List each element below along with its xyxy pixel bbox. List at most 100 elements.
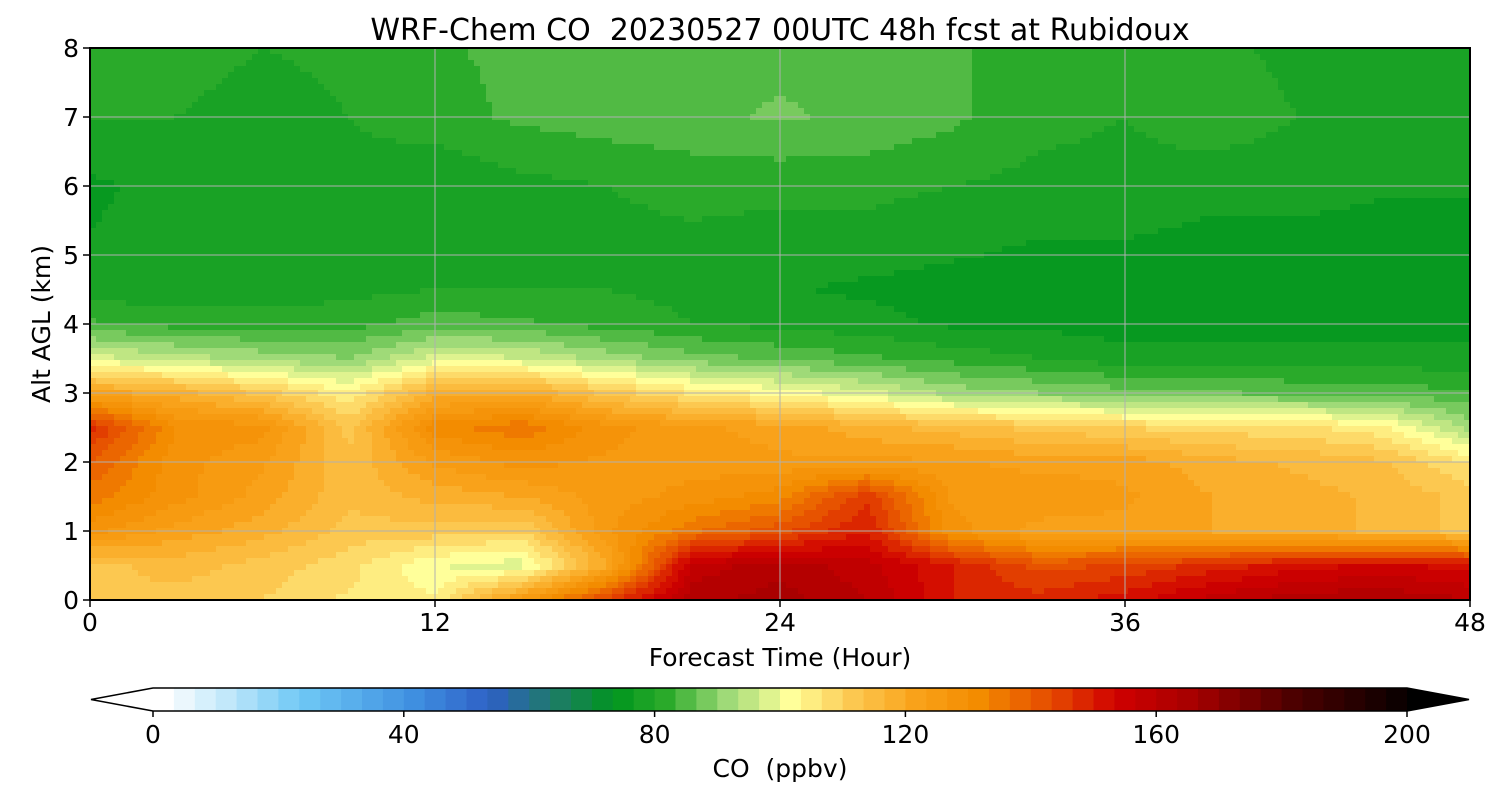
contour-cell (348, 144, 355, 151)
contour-cell (1266, 84, 1273, 91)
contour-cell (168, 108, 175, 115)
contour-cell (1224, 162, 1231, 169)
contour-cell (1176, 144, 1183, 151)
contour-cell (1200, 66, 1207, 73)
contour-cell (1260, 90, 1267, 97)
contour-cell (138, 84, 145, 91)
contour-cell (1236, 84, 1243, 91)
contour-cell (582, 156, 589, 163)
contour-cell (672, 168, 679, 175)
contour-cell (354, 90, 361, 97)
contour-cell (660, 168, 667, 175)
contour-cell (696, 66, 703, 73)
contour-cell (792, 72, 799, 79)
contour-cell (270, 66, 277, 73)
contour-cell (1062, 90, 1069, 97)
contour-cell (1110, 84, 1117, 91)
contour-cell (540, 168, 547, 175)
contour-cell (1008, 162, 1015, 169)
contour-cell (618, 48, 625, 55)
contour-cell (264, 90, 271, 97)
contour-cell (1050, 90, 1057, 97)
contour-cell (1056, 126, 1063, 133)
contour-cell (1440, 168, 1447, 175)
contour-cell (258, 48, 265, 55)
contour-cell (246, 78, 253, 85)
contour-cell (1368, 144, 1375, 151)
contour-cell (228, 84, 235, 91)
contour-cell (942, 54, 949, 61)
contour-cell (222, 126, 229, 133)
contour-cell (918, 48, 925, 55)
contour-cell (1068, 66, 1075, 73)
contour-cell (600, 150, 607, 157)
contour-cell (930, 96, 937, 103)
contour-cell (924, 174, 931, 181)
contour-cell (102, 144, 109, 151)
contour-cell (126, 156, 133, 163)
contour-cell (408, 48, 415, 55)
contour-cell (348, 90, 355, 97)
contour-cell (1302, 126, 1309, 133)
contour-cell (1350, 132, 1357, 139)
contour-cell (240, 48, 247, 55)
contour-cell (1050, 162, 1057, 169)
contour-cell (732, 72, 739, 79)
contour-cell (390, 96, 397, 103)
contour-cell (594, 132, 601, 139)
contour-cell (774, 168, 781, 175)
contour-cell (678, 108, 685, 115)
contour-cell (690, 108, 697, 115)
contour-cell (1314, 102, 1321, 109)
contour-cell (90, 156, 97, 163)
contour-cell (246, 54, 253, 61)
contour-cell (1086, 126, 1093, 133)
contour-cell (1332, 108, 1339, 115)
contour-cell (678, 132, 685, 139)
contour-cell (354, 60, 361, 67)
contour-cell (1074, 102, 1081, 109)
contour-cell (858, 132, 865, 139)
contour-cell (678, 66, 685, 73)
contour-cell (492, 66, 499, 73)
contour-cell (528, 54, 535, 61)
contour-cell (1278, 168, 1285, 175)
contour-cell (1104, 156, 1111, 163)
contour-cell (228, 96, 235, 103)
contour-cell (972, 102, 979, 109)
contour-cell (774, 150, 781, 157)
contour-cell (324, 150, 331, 157)
contour-cell (1092, 78, 1099, 85)
contour-cell (654, 48, 661, 55)
contour-cell (600, 96, 607, 103)
contour-cell (1206, 66, 1213, 73)
contour-cell (1116, 126, 1123, 133)
contour-cell (108, 144, 115, 151)
contour-cell (204, 102, 211, 109)
contour-cell (672, 96, 679, 103)
contour-cell (720, 78, 727, 85)
contour-cell (726, 162, 733, 169)
contour-cell (1230, 48, 1237, 55)
contour-cell (1128, 84, 1135, 91)
contour-cell (576, 138, 583, 145)
contour-cell (282, 126, 289, 133)
contour-cell (552, 48, 559, 55)
contour-cell (1314, 126, 1321, 133)
contour-cell (714, 156, 721, 163)
contour-cell (186, 162, 193, 169)
contour-cell (1074, 162, 1081, 169)
contour-cell (1032, 126, 1039, 133)
contour-cell (966, 72, 973, 79)
contour-cell (798, 90, 805, 97)
contour-cell (420, 144, 427, 151)
contour-cell (324, 60, 331, 67)
contour-cell (744, 66, 751, 73)
contour-cell (1074, 54, 1081, 61)
contour-cell (378, 144, 385, 151)
contour-cell (1338, 102, 1345, 109)
contour-cell (792, 120, 799, 127)
contour-cell (402, 174, 409, 181)
contour-cell (222, 54, 229, 61)
contour-cell (744, 126, 751, 133)
